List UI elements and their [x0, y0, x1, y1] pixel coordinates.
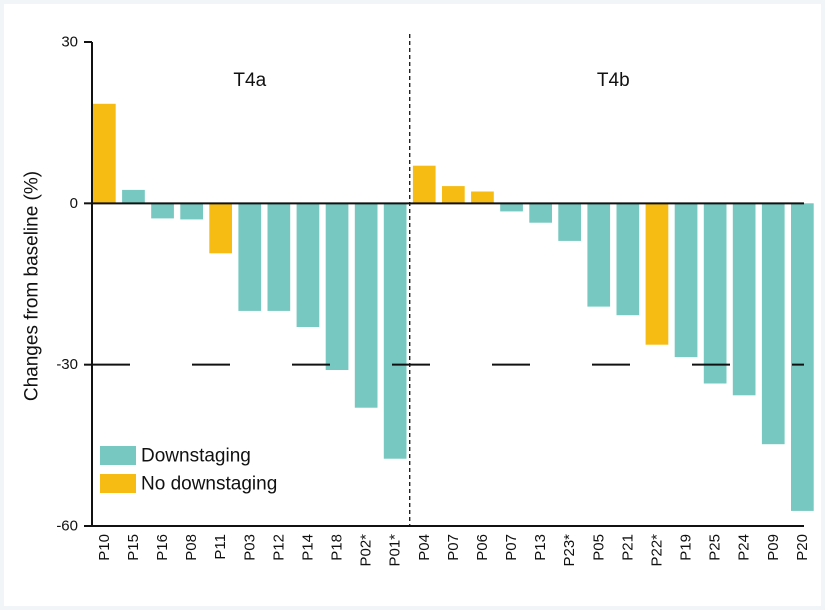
category-label: P07: [503, 534, 520, 561]
bar-t4a-5: [238, 203, 262, 311]
category-label: P22*: [648, 534, 665, 567]
category-label: P23*: [561, 534, 578, 567]
y-tick-label: -30: [56, 356, 78, 373]
bar-t4b-11: [732, 203, 756, 396]
bar-t4b-1: [442, 186, 465, 204]
bar-t4a-3: [180, 203, 203, 220]
bar-t4b-6: [587, 203, 611, 307]
category-label: P18: [329, 534, 346, 561]
category-label: P09: [765, 534, 782, 561]
category-label: P10: [96, 534, 113, 561]
chart-panel: 30 0 -30 -60 P10 P15 P16 P08 P11 P03 P12 P14 P18 P02…: [4, 4, 821, 606]
category-label: P06: [474, 534, 491, 561]
bar-t4a-7: [296, 203, 320, 327]
labels-layer: P10 P15 P16 P08 P11 P03 P12 P14 P18 P02* P01* P04 P0…: [22, 70, 811, 567]
category-label: P05: [590, 534, 607, 561]
y-tick-label: 0: [70, 195, 78, 212]
bars-layer: [93, 103, 814, 511]
category-label: P19: [678, 534, 695, 561]
category-label: P01*: [387, 534, 404, 567]
axes-layer: 30 0 -30 -60: [56, 34, 804, 535]
bar-t4b-12: [761, 203, 785, 445]
legend-label-1: No downstaging: [141, 474, 277, 495]
bar-t4b-10: [703, 203, 727, 384]
bar-t4a-8: [325, 203, 349, 370]
category-label: P11: [212, 534, 229, 560]
bar-t4b-2: [471, 191, 494, 204]
y-tick-label: -60: [56, 518, 78, 535]
bar-t4b-9: [674, 203, 698, 358]
bar-t4a-6: [267, 203, 291, 311]
group-label-t4a: T4a: [233, 70, 266, 91]
bar-t4a-1: [122, 189, 145, 204]
legend: Downstaging No downstaging: [100, 446, 277, 495]
category-label: P04: [416, 534, 433, 561]
bar-t4b-13: [791, 203, 814, 511]
bar-t4b-5: [558, 203, 581, 241]
bar-t4a-4: [209, 203, 232, 254]
category-label: P02*: [358, 534, 375, 567]
legend-swatch-0: [100, 446, 136, 465]
bar-t4a-0: [93, 103, 116, 204]
bar-t4a-9: [354, 203, 378, 408]
bar-t4a-10: [383, 203, 407, 459]
category-label: P20: [794, 534, 811, 561]
bar-t4b-8: [645, 203, 669, 345]
bar-t4b-0: [412, 165, 436, 204]
bar-t4b-7: [616, 203, 640, 316]
legend-swatch-1: [100, 474, 136, 493]
category-label: P08: [183, 534, 200, 561]
y-axis-title: Changes from baseline (%): [22, 171, 43, 401]
y-tick-label: 30: [61, 34, 78, 51]
waterfall-chart: 30 0 -30 -60 P10 P15 P16 P08 P11 P03 P12 P14 P18 P02…: [22, 34, 814, 567]
bar-t4b-4: [529, 203, 552, 223]
category-label: P03: [241, 534, 258, 561]
category-label: P24: [736, 534, 753, 561]
category-label: P12: [270, 534, 287, 561]
group-label-t4b: T4b: [597, 70, 630, 91]
category-label: P25: [707, 534, 724, 561]
category-label: P13: [532, 534, 549, 561]
category-label: P14: [299, 534, 316, 561]
legend-label-0: Downstaging: [141, 446, 251, 467]
category-label: P16: [154, 534, 171, 561]
category-label: P15: [125, 534, 142, 561]
bar-t4b-3: [500, 203, 523, 212]
category-label: P21: [619, 534, 636, 561]
bar-t4a-2: [151, 203, 174, 219]
category-label: P07: [445, 534, 462, 561]
lines-layer: [92, 34, 804, 526]
